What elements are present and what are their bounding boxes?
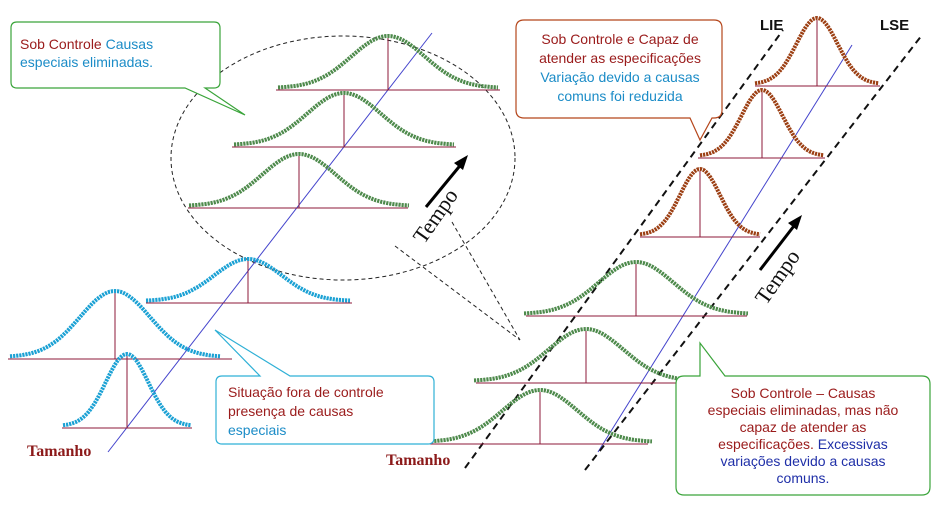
curve-brown-1-bell <box>639 166 761 237</box>
curve-green-br-2 <box>473 326 699 384</box>
callout-top-left-box <box>10 21 246 116</box>
curve-blue-1-bell <box>9 288 221 359</box>
ellipse-pointer-line <box>451 221 521 341</box>
callout-top-right-line2: atender as especificações <box>539 50 701 66</box>
tempo-label-left: Tempo <box>408 184 463 248</box>
callout-bottom-left-line3: especiais <box>228 422 286 438</box>
callout-top-right-line3: Variação devido a causas <box>540 69 699 85</box>
tempo-arrowhead-left <box>454 155 468 170</box>
curve-blue-2 <box>62 351 192 429</box>
tamanho-label-right: Tamanho <box>386 452 450 469</box>
curve-green-br-1 <box>427 387 653 445</box>
curve-green-br-1-bell <box>427 387 653 444</box>
callout-bottom-right-line4b: Excessivas <box>818 436 888 452</box>
time-axis-right <box>597 44 853 453</box>
curve-green-tl-3-bell <box>277 33 499 90</box>
curve-green-br-3 <box>523 259 749 317</box>
callout-top-left-part2: Causas <box>102 36 153 52</box>
lie-label: LIE <box>760 17 783 34</box>
callout-bottom-right-box <box>675 341 931 496</box>
callout-top-right-line1: Sob Controle e Capaz de <box>541 31 698 47</box>
curve-green-tl-3 <box>276 33 500 91</box>
curve-blue-3 <box>145 256 352 304</box>
callout-bottom-left-line2: presença de causas <box>228 403 353 419</box>
tempo-arrow-left <box>424 161 465 208</box>
callout-top-left-line3: especiais eliminadas. <box>20 54 153 70</box>
curve-blue-3-bell <box>145 256 351 303</box>
tempo-arrowhead-right <box>788 215 802 230</box>
curve-green-tl-2 <box>232 90 456 148</box>
lie-limit-line <box>464 29 784 469</box>
curve-green-br-3-bell <box>523 259 749 316</box>
distribution-curves <box>8 15 880 445</box>
curve-brown-2 <box>698 87 825 159</box>
curve-brown-3-bell <box>754 15 880 86</box>
curve-green-tl-2-bell <box>233 90 455 147</box>
curve-green-br-2-bell <box>473 326 699 383</box>
tamanho-label-left: Tamanho <box>27 443 91 460</box>
callout-top-right-box <box>515 19 723 142</box>
tempo-arrow-right <box>758 221 799 271</box>
callout-top-right-line4: comuns foi reduzida <box>557 88 683 104</box>
callout-bottom-right-line6: comuns. <box>777 470 830 486</box>
grouping-ellipse <box>170 35 516 281</box>
callout-top-left-part1: Sob Controle <box>20 36 102 52</box>
callout-bottom-right-line2: especiais eliminadas, mas não <box>708 402 899 418</box>
tempo-label-right: Tempo <box>750 245 805 309</box>
callout-bottom-left-line1: Situação fora de controle <box>228 384 384 400</box>
callout-bottom-left-box <box>214 329 435 445</box>
ellipse-pointer-line <box>394 245 521 341</box>
curve-green-tl-1-bell <box>188 151 410 208</box>
callout-bottom-right-line1: Sob Controle – Causas <box>731 385 876 401</box>
callout-bottom-right-line5: variações devido a causas <box>721 453 886 469</box>
callout-bottom-right-line4a: especificações. <box>718 436 818 452</box>
curve-brown-3 <box>754 15 880 87</box>
callout-top-left-text: Sob Controle Causas <box>20 36 153 52</box>
curve-blue-1 <box>8 288 232 360</box>
callout-bottom-right-line4: especificações. Excessivas <box>718 436 888 452</box>
curve-blue-2-bell <box>62 351 192 428</box>
time-axis-left <box>107 32 433 453</box>
lse-label: LSE <box>880 17 909 34</box>
curve-green-tl-1 <box>188 151 410 209</box>
callout-bottom-right-line3: capaz de atender as <box>740 419 867 435</box>
lse-limit-line <box>584 34 923 471</box>
curve-brown-2-bell <box>699 87 825 158</box>
curve-brown-1 <box>639 166 761 238</box>
